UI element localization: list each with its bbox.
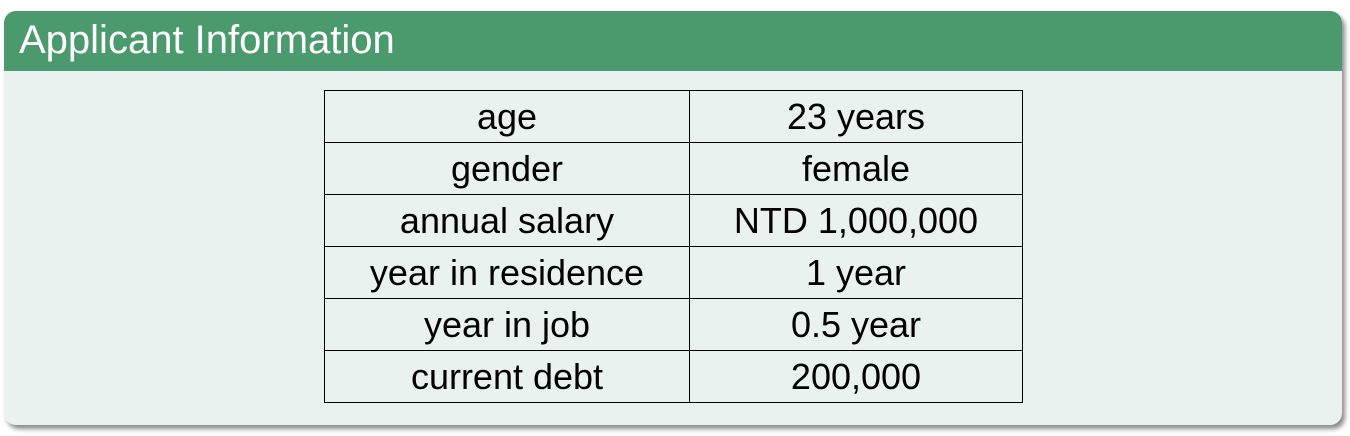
row-value-year-in-job: 0.5 year — [689, 298, 1023, 351]
table-row: year in residence 1 year — [324, 246, 1023, 299]
row-label-year-in-job: year in job — [324, 298, 690, 351]
row-label-gender: gender — [324, 142, 690, 195]
applicant-information-block: Applicant Information age 23 years gende… — [4, 11, 1342, 425]
block-body: age 23 years gender female annual salary… — [4, 71, 1342, 425]
row-value-annual-salary: NTD 1,000,000 — [689, 194, 1023, 247]
row-value-current-debt: 200,000 — [689, 350, 1023, 403]
row-label-current-debt: current debt — [324, 350, 690, 403]
table-row: annual salary NTD 1,000,000 — [324, 194, 1023, 247]
row-label-annual-salary: annual salary — [324, 194, 690, 247]
table-row: year in job 0.5 year — [324, 298, 1023, 351]
row-value-gender: female — [689, 142, 1023, 195]
row-label-age: age — [324, 90, 690, 143]
table-row: age 23 years — [324, 90, 1023, 143]
block-title: Applicant Information — [4, 11, 1342, 71]
applicant-info-table: age 23 years gender female annual salary… — [324, 90, 1023, 403]
row-value-age: 23 years — [689, 90, 1023, 143]
table-row: current debt 200,000 — [324, 350, 1023, 403]
table-row: gender female — [324, 142, 1023, 195]
row-label-year-in-residence: year in residence — [324, 246, 690, 299]
row-value-year-in-residence: 1 year — [689, 246, 1023, 299]
